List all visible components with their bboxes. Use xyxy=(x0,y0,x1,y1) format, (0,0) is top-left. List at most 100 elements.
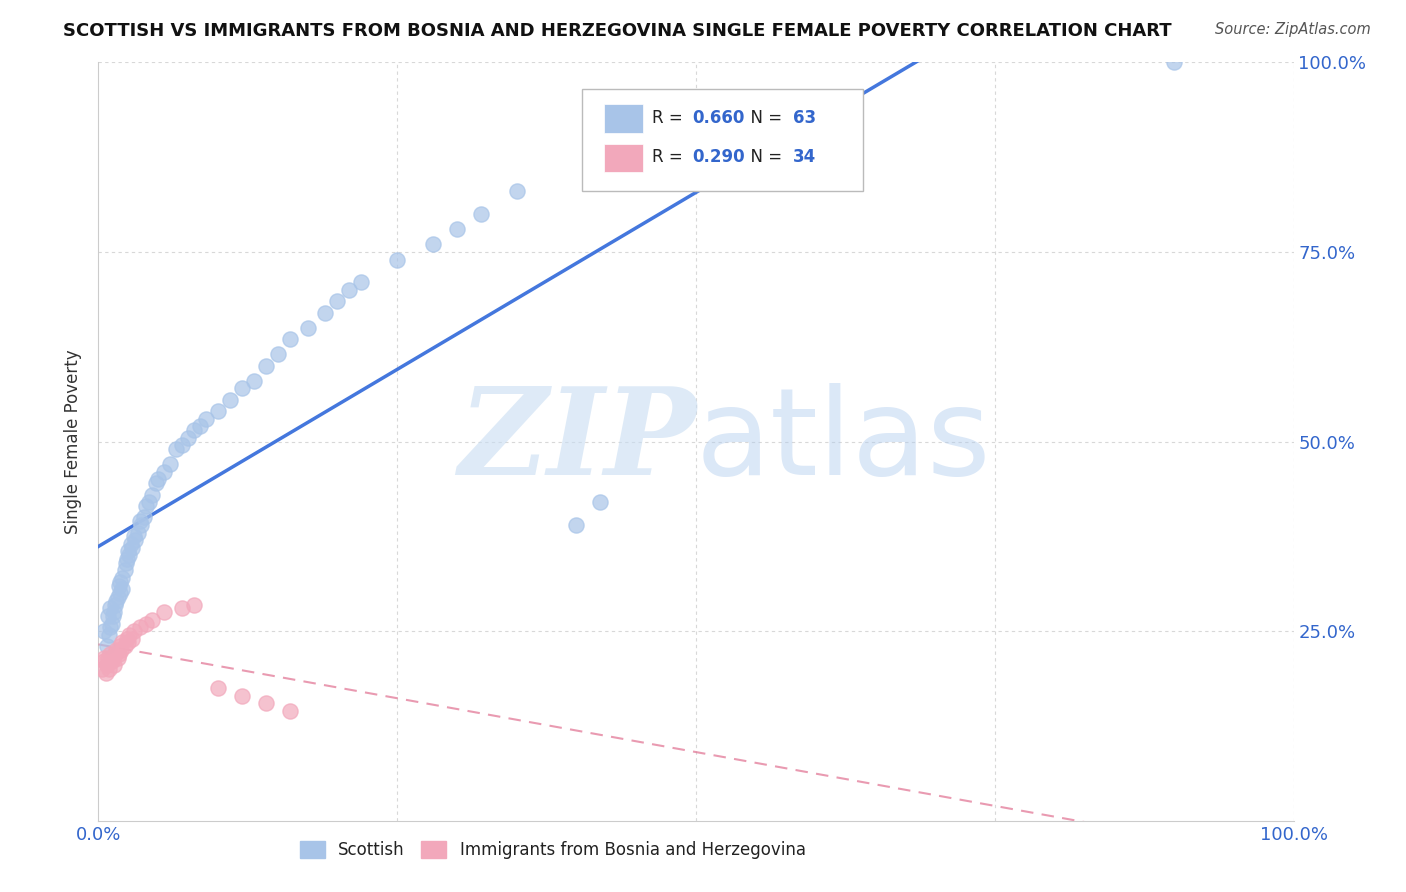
Point xyxy=(132,510,155,524)
Point xyxy=(219,392,242,407)
Point xyxy=(115,552,138,566)
Point xyxy=(254,696,277,710)
Point xyxy=(326,294,349,309)
Point xyxy=(105,594,128,608)
Point xyxy=(172,601,194,615)
Text: 0.290: 0.290 xyxy=(692,148,745,166)
Point xyxy=(96,658,118,673)
Legend: Scottish, Immigrants from Bosnia and Herzegovina: Scottish, Immigrants from Bosnia and Her… xyxy=(292,834,813,865)
Point xyxy=(91,662,114,676)
Text: R =: R = xyxy=(652,109,688,127)
Point xyxy=(118,548,141,563)
Point xyxy=(129,620,152,634)
Point xyxy=(94,665,117,680)
Point xyxy=(159,458,181,472)
FancyBboxPatch shape xyxy=(582,89,863,191)
Point xyxy=(117,635,139,649)
Point xyxy=(153,605,176,619)
Point xyxy=(98,620,122,634)
Point xyxy=(1163,55,1185,70)
Point xyxy=(105,643,128,657)
Text: 34: 34 xyxy=(793,148,815,166)
Point xyxy=(104,598,127,612)
Text: 63: 63 xyxy=(793,109,815,127)
Point xyxy=(107,647,129,661)
Point xyxy=(108,639,131,653)
Point xyxy=(98,647,122,661)
Text: SCOTTISH VS IMMIGRANTS FROM BOSNIA AND HERZEGOVINA SINGLE FEMALE POVERTY CORRELA: SCOTTISH VS IMMIGRANTS FROM BOSNIA AND H… xyxy=(63,22,1171,40)
Point xyxy=(135,616,157,631)
Point xyxy=(141,487,163,501)
Point xyxy=(350,275,373,289)
Point xyxy=(93,624,115,639)
Point xyxy=(172,438,194,452)
Point xyxy=(153,465,176,479)
Point xyxy=(177,431,200,445)
Point xyxy=(103,605,125,619)
Point xyxy=(107,650,129,665)
Text: 0.660: 0.660 xyxy=(692,109,745,127)
Point xyxy=(127,525,149,540)
Point xyxy=(98,628,121,642)
Point xyxy=(115,556,138,570)
Point xyxy=(207,404,229,418)
Y-axis label: Single Female Poverty: Single Female Poverty xyxy=(65,350,83,533)
Point xyxy=(121,632,143,646)
Point xyxy=(124,533,146,548)
Point xyxy=(111,635,134,649)
Point xyxy=(278,704,301,718)
Point xyxy=(114,639,136,653)
Point xyxy=(108,574,131,589)
Point xyxy=(231,382,253,396)
Point xyxy=(131,517,153,532)
Point xyxy=(97,650,120,665)
Point xyxy=(339,283,361,297)
Point xyxy=(98,662,121,676)
Text: R =: R = xyxy=(652,148,688,166)
Point xyxy=(101,650,124,665)
Point xyxy=(138,495,160,509)
Point xyxy=(100,655,122,669)
Point xyxy=(297,320,319,334)
Point xyxy=(231,689,253,703)
Point xyxy=(111,571,134,585)
Point xyxy=(188,419,211,434)
Point xyxy=(148,473,170,487)
Point xyxy=(98,601,122,615)
Point xyxy=(315,305,337,319)
Point xyxy=(589,495,612,509)
Point xyxy=(124,529,146,543)
Point xyxy=(422,237,444,252)
Point xyxy=(195,412,218,426)
Point xyxy=(107,590,129,604)
Point xyxy=(110,643,132,657)
Point xyxy=(111,582,134,597)
Point xyxy=(124,624,146,639)
Point xyxy=(254,359,277,373)
Point xyxy=(267,347,290,361)
Point xyxy=(121,541,143,555)
Point xyxy=(103,658,125,673)
Point xyxy=(470,207,492,221)
Point xyxy=(93,650,115,665)
Point xyxy=(207,681,229,695)
Point xyxy=(446,222,468,236)
Text: ZIP: ZIP xyxy=(458,383,696,500)
Point xyxy=(118,628,141,642)
Point xyxy=(100,616,122,631)
Point xyxy=(565,517,588,532)
Text: atlas: atlas xyxy=(696,383,991,500)
Point xyxy=(117,544,139,558)
FancyBboxPatch shape xyxy=(605,144,644,172)
FancyBboxPatch shape xyxy=(605,104,644,133)
Point xyxy=(101,608,124,623)
Point xyxy=(278,332,301,346)
Point xyxy=(104,647,127,661)
Point xyxy=(135,499,157,513)
Point xyxy=(97,608,120,623)
Point xyxy=(114,564,136,578)
Text: N =: N = xyxy=(740,109,787,127)
Point xyxy=(129,514,152,528)
Point xyxy=(107,579,129,593)
Point xyxy=(145,476,167,491)
